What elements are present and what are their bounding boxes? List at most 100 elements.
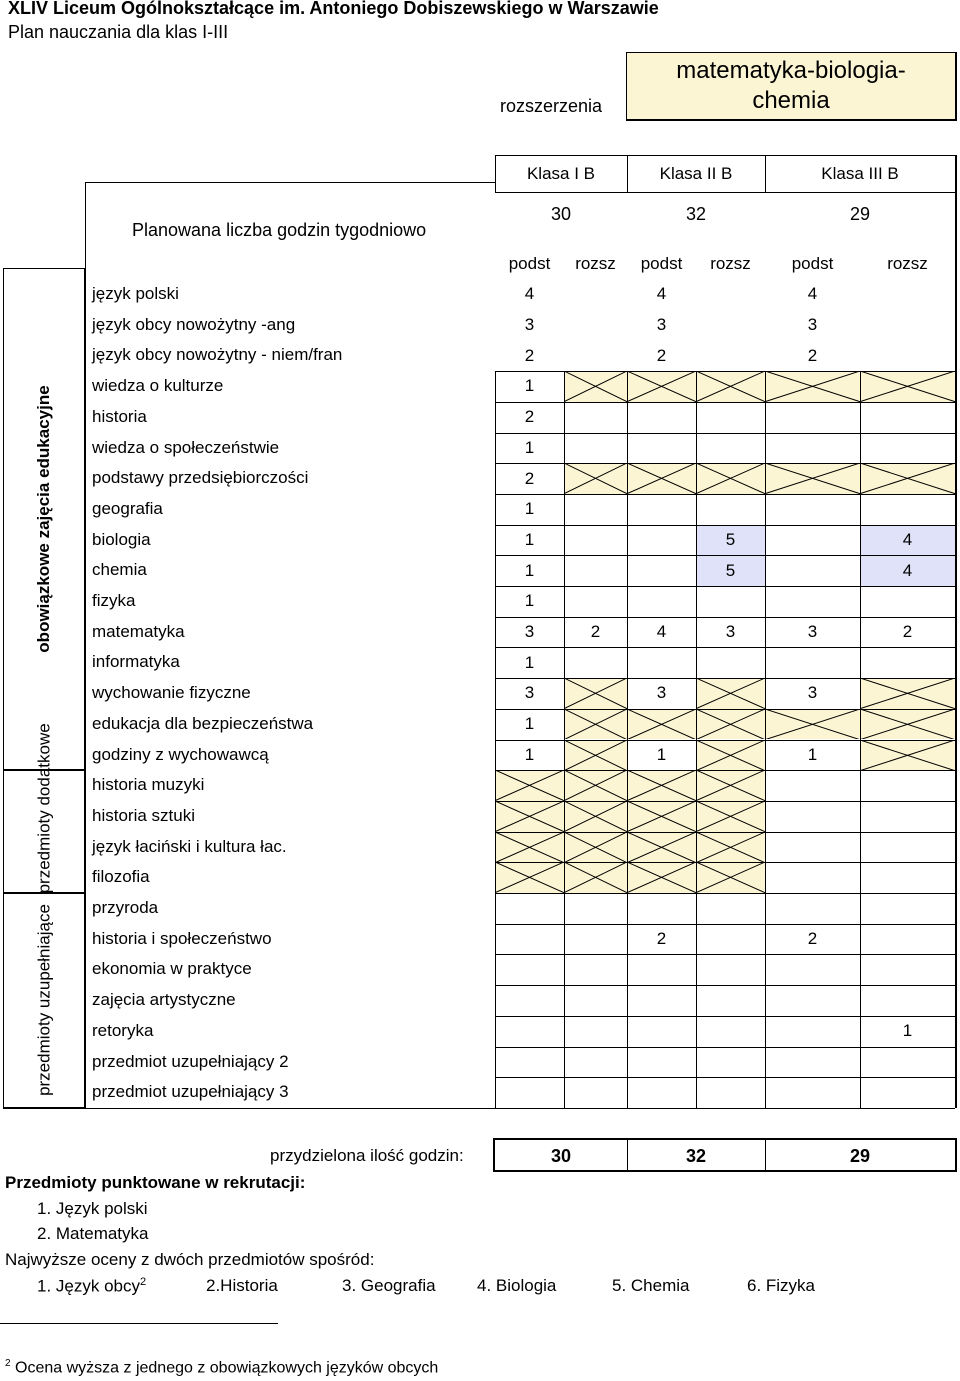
hours-cell [495, 1047, 564, 1078]
hours-cell [696, 770, 765, 801]
subject-name: język obcy nowożytny -ang [92, 314, 296, 334]
best-grades-item: 6. Fizyka [747, 1276, 816, 1295]
hours-cell [627, 709, 696, 740]
row-line [495, 831, 955, 833]
hours-cell [860, 340, 955, 371]
hours-cell [627, 801, 696, 832]
column-header: podst [640, 254, 683, 273]
hours-cell [564, 832, 627, 863]
row-line [495, 708, 955, 710]
hours-cell [696, 340, 765, 371]
subject-name: historia [92, 406, 147, 426]
hours-cell [860, 586, 955, 617]
hours-cell [860, 647, 955, 678]
hours-cell [765, 985, 860, 1016]
hours-cell [696, 310, 765, 341]
hours-cell: 2 [807, 929, 818, 949]
frame-line [85, 182, 495, 183]
crossed-cell [495, 862, 564, 893]
hours-cell: 2 [807, 345, 818, 365]
group-label: obowiązkowe zajęcia edukacyjne [34, 385, 53, 653]
hours-cell: 3 [524, 622, 535, 642]
hours-cell: 1 [524, 437, 535, 457]
hours-cell [765, 862, 860, 893]
subject-name: matematyka [92, 621, 185, 641]
crossed-cell [860, 739, 955, 771]
hours-cell: 5 [725, 529, 736, 549]
crossed-cell [860, 678, 955, 709]
allocated-divider [627, 1138, 628, 1172]
hours-cell: 3 [656, 315, 667, 335]
hours-cell [696, 678, 765, 709]
hours-cell [860, 279, 955, 310]
subject-name: wychowanie fizyczne [92, 683, 251, 703]
frame-line [3, 1107, 955, 1109]
hours-cell [765, 463, 860, 494]
hours-cell [627, 1047, 696, 1078]
hours-cell [860, 371, 955, 402]
group-label: przedmioty uzupełniające [34, 904, 54, 1097]
crossed-cell [696, 800, 765, 832]
column-header: rozsz [575, 254, 616, 273]
hours-cell [765, 555, 860, 586]
row-line [495, 1077, 955, 1079]
hours-cell [860, 402, 955, 433]
subject-name: wiedza o kulturze [92, 376, 224, 396]
footnote-separator [0, 1323, 278, 1324]
subject-name: retoryka [92, 1020, 154, 1040]
hours-cell [696, 463, 765, 494]
hours-cell [564, 647, 627, 678]
allocated-hours-value: 30 [550, 1145, 572, 1166]
best-grades-item: 3. Geografia [342, 1276, 436, 1295]
crossed-cell [765, 708, 860, 740]
hours-cell [696, 494, 765, 525]
crossed-cell [564, 770, 627, 801]
column-header: rozsz [710, 254, 751, 273]
hours-cell [627, 555, 696, 586]
hours-cell [627, 954, 696, 985]
hours-cell [627, 433, 696, 464]
hours-cell: 1 [524, 744, 535, 764]
header-line [495, 155, 496, 192]
hours-cell [564, 924, 627, 955]
class-header: Klasa II B [627, 155, 765, 193]
hours-cell [564, 279, 627, 310]
crossed-cell [627, 770, 696, 801]
group-box [3, 770, 85, 893]
best-grades-item: 2.Historia [206, 1276, 278, 1295]
allocated-hours-value: 29 [849, 1145, 871, 1166]
hours-cell: 3 [807, 622, 818, 642]
row-line [495, 432, 955, 434]
crossed-cell [627, 862, 696, 893]
crossed-cell [564, 862, 627, 893]
hours-cell [696, 862, 765, 893]
row-line [495, 586, 955, 587]
hours-cell [696, 433, 765, 464]
hours-cell [627, 463, 696, 494]
allocated-divider [765, 1138, 766, 1172]
crossed-cell [860, 708, 955, 740]
extended-cell [860, 555, 955, 586]
row-line [495, 739, 955, 741]
hours-cell: 1 [524, 560, 535, 580]
column-header: podst [508, 254, 551, 273]
extended-cell [696, 555, 765, 586]
hours-cell [564, 801, 627, 832]
hours-cell: 1 [902, 1021, 913, 1041]
subject-name: historia i społeczeństwo [92, 928, 272, 948]
footnote-text: Ocena wyższa z jednego z obowiązkowych j… [15, 1359, 439, 1377]
hours-cell [765, 770, 860, 801]
subject-name: przyroda [92, 898, 159, 917]
hours-cell [696, 801, 765, 832]
row-line [495, 985, 955, 987]
hours-cell: 2 [656, 345, 667, 365]
hours-cell [495, 770, 564, 801]
row-line [495, 371, 955, 373]
hours-cell [860, 770, 955, 801]
hours-cell: 5 [725, 560, 736, 580]
hours-cell [627, 586, 696, 617]
hours-cell: 2 [656, 929, 667, 949]
hours-cell [860, 494, 955, 525]
best-grades-title: Najwyższe oceny z dwóch przedmiotów spoś… [5, 1250, 375, 1269]
hours-cell: 3 [524, 683, 535, 703]
